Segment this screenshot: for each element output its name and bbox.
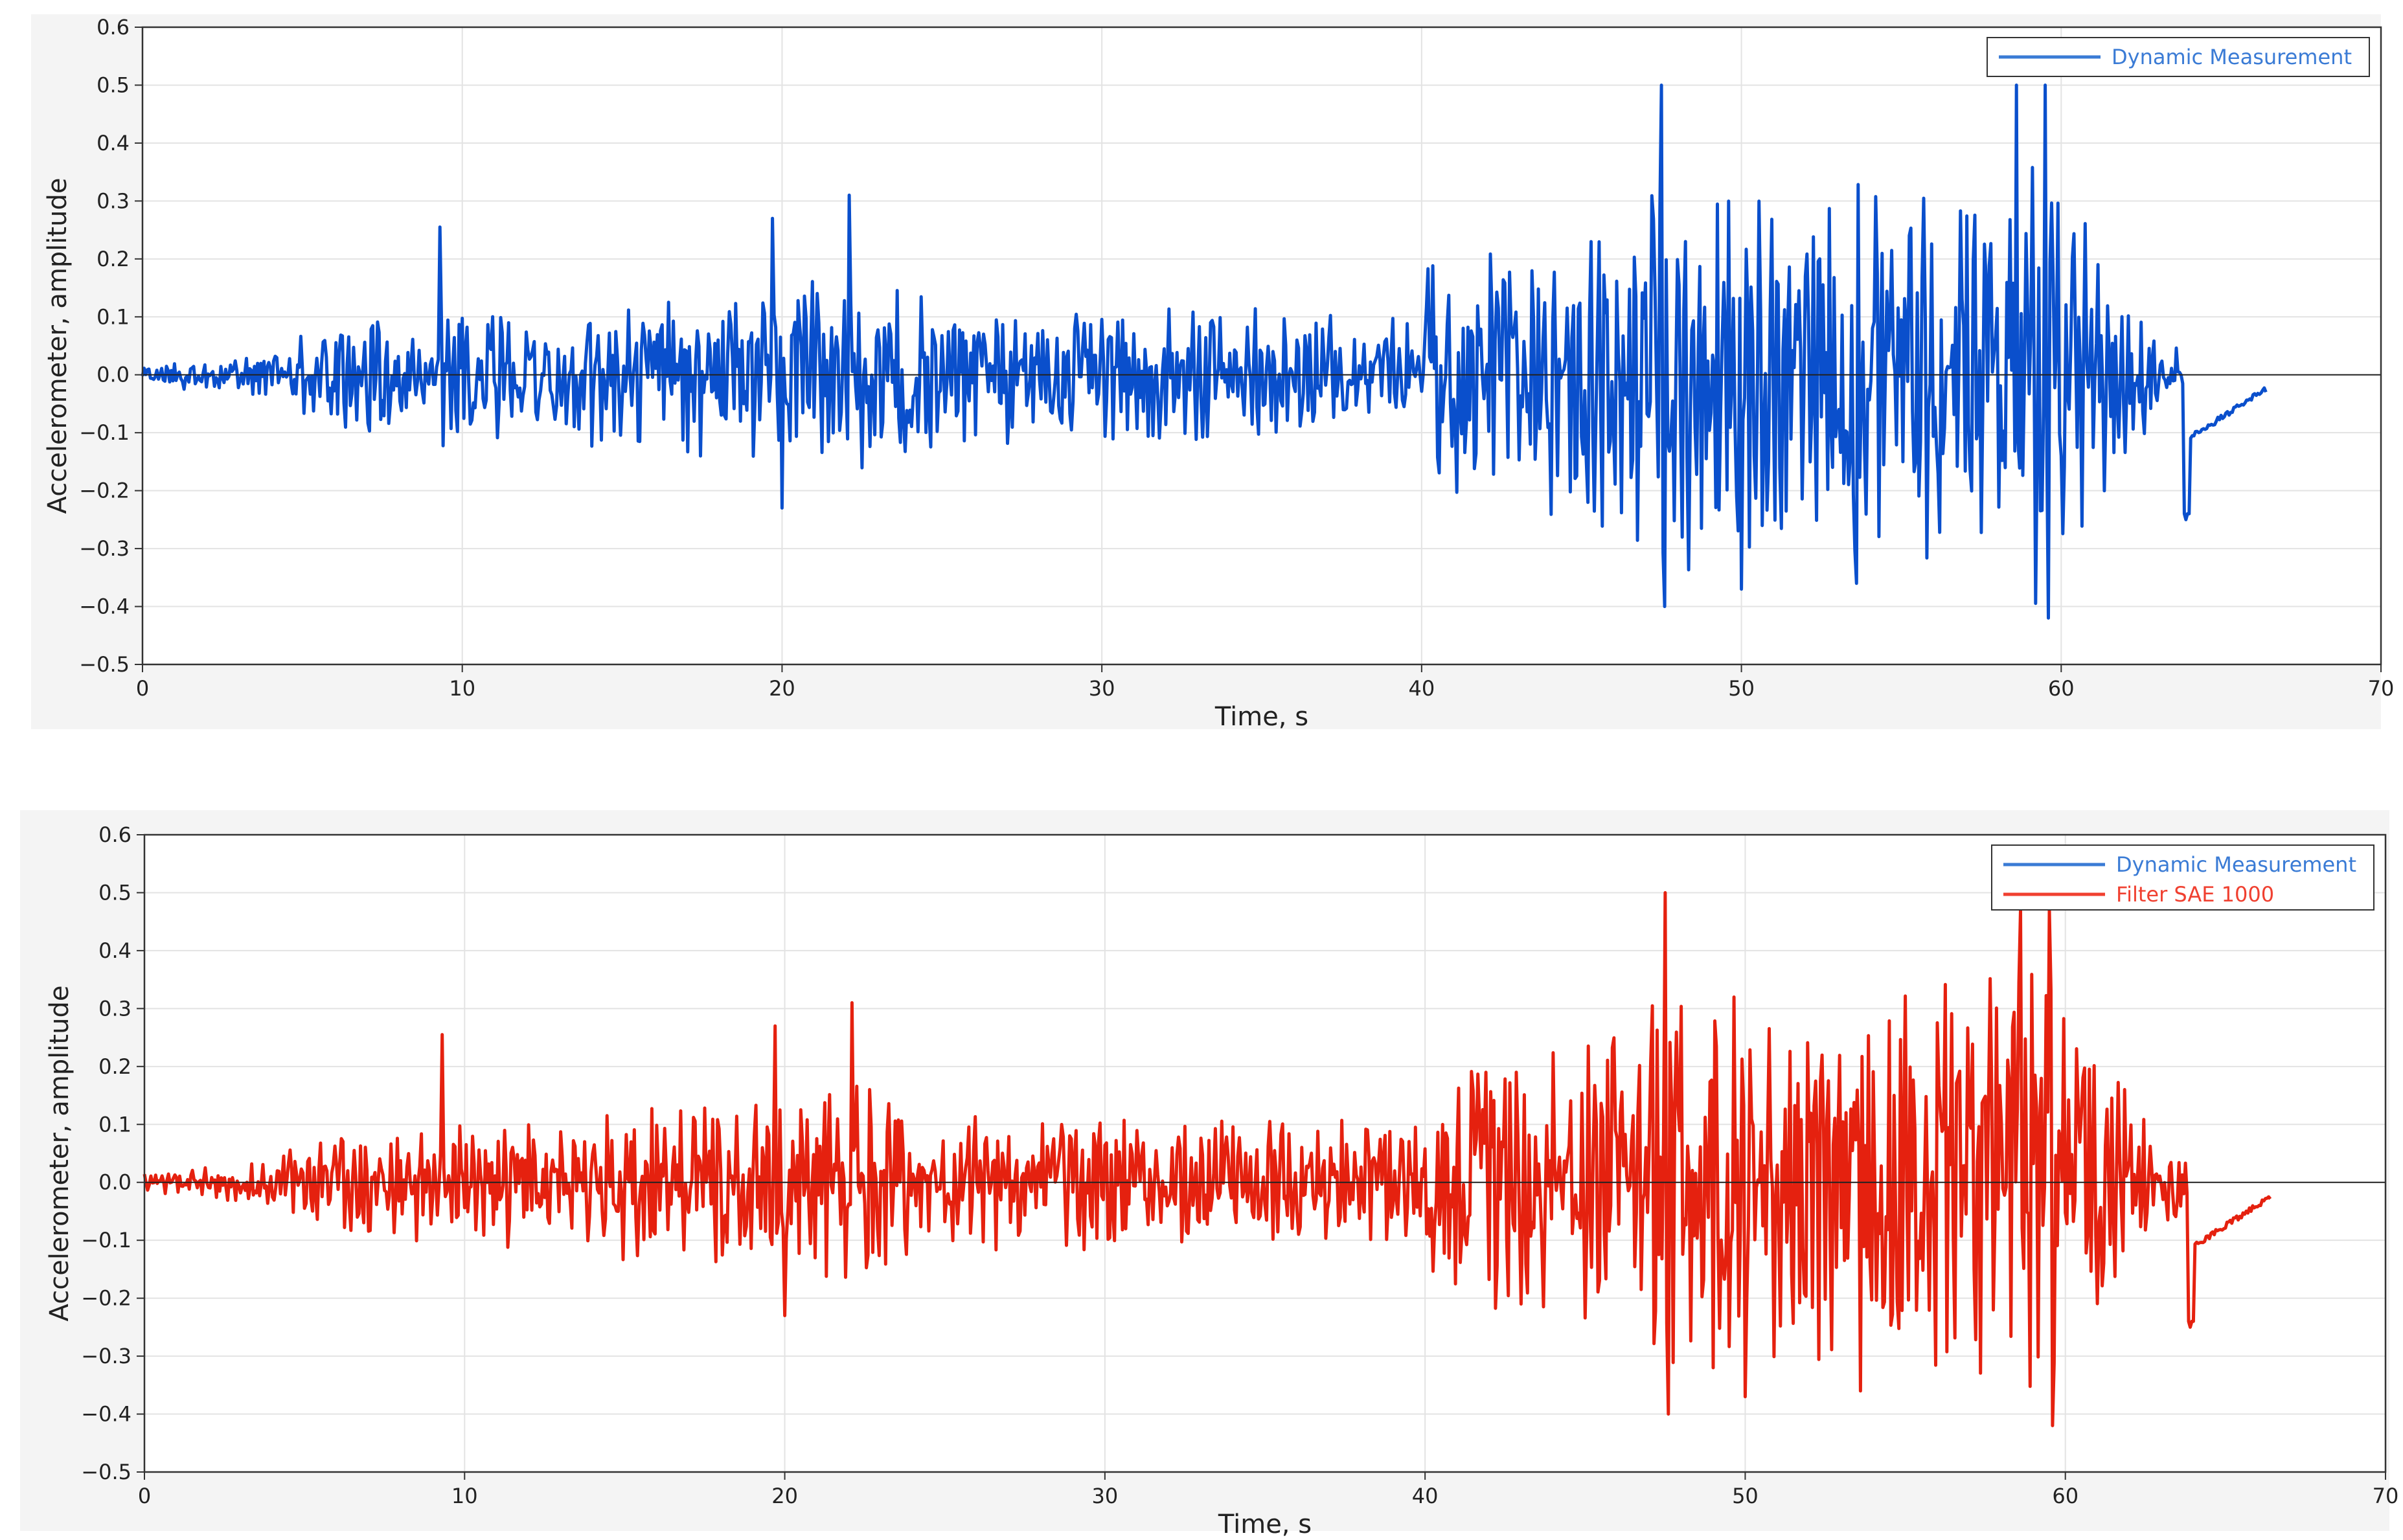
series-line-0 xyxy=(141,84,2268,620)
x-tick-label: 40 xyxy=(1412,1484,1439,1508)
x-tick-label: 0 xyxy=(138,1484,151,1508)
y-tick-label: 0.4 xyxy=(97,131,130,155)
legend-label: Dynamic Measurement xyxy=(2116,852,2356,877)
x-tick-label: 30 xyxy=(1091,1484,1118,1508)
y-tick-label: −0.3 xyxy=(79,536,130,561)
y-tick-label: −0.5 xyxy=(81,1460,131,1484)
x-tick-label: 70 xyxy=(2368,676,2395,701)
y-tick-label: 0.0 xyxy=(97,363,130,387)
x-tick-label: 40 xyxy=(1408,676,1435,701)
y-tick-label: 0.2 xyxy=(98,1054,131,1079)
x-tick-label: 60 xyxy=(2052,1484,2078,1508)
y-tick-label: 0.3 xyxy=(98,996,131,1021)
x-tick-label: 30 xyxy=(1089,676,1115,701)
y-tick-label: 0.1 xyxy=(97,304,130,329)
legend: Dynamic Measurement Filter SAE 1000 xyxy=(1991,844,2375,911)
y-tick-label: 0.3 xyxy=(97,188,130,213)
y-tick-label: −0.2 xyxy=(81,1286,131,1311)
legend-label: Dynamic Measurement xyxy=(2112,45,2352,69)
y-tick-label: −0.3 xyxy=(81,1344,131,1368)
y-tick-label: 0.4 xyxy=(98,938,131,963)
x-tick-label: 20 xyxy=(769,676,795,701)
series-line-1 xyxy=(142,891,2272,1427)
chart-panel-filtered: 0 10 20 30 40 50 60 70 0.6 0.5 0.4 0.3 0.2 0.1 0.0 −0.1… xyxy=(20,810,2398,1539)
x-tick-label: 10 xyxy=(449,676,475,701)
x-tick-label: 50 xyxy=(1732,1484,1759,1508)
y-tick-label: 0.0 xyxy=(98,1170,131,1195)
y-tick-label: 0.6 xyxy=(97,15,130,40)
plot-frame xyxy=(143,833,2387,1473)
chart-panel-dynamic: 0 10 20 30 40 50 60 70 0.6 0.5 0.4 0.3 0.2 0.1 0.0 −0.1… xyxy=(31,14,2394,732)
y-tick-label: −0.4 xyxy=(79,594,130,619)
y-axis-title: Accelerometer, amplitude xyxy=(43,178,73,514)
y-tick-label: 0.2 xyxy=(97,247,130,271)
plot-frame xyxy=(141,26,2382,666)
x-axis-title: Time, s xyxy=(1218,1510,1312,1539)
chart-dynamic-measurement: 0 10 20 30 40 50 60 70 0.6 0.5 0.4 0.3 0.2 0.1 0.0 −0.1… xyxy=(43,15,2394,732)
x-tick-label: 70 xyxy=(2373,1484,2399,1508)
x-tick-label: 60 xyxy=(2048,676,2075,701)
y-axis-title: Accelerometer, amplitude xyxy=(45,986,74,1322)
y-tick-label: −0.5 xyxy=(79,652,130,677)
x-tick-label: 0 xyxy=(136,676,149,701)
y-tick-label: 0.6 xyxy=(98,822,131,847)
y-tick-label: −0.2 xyxy=(79,479,130,503)
x-tick-label: 20 xyxy=(771,1484,798,1508)
x-tick-label: 50 xyxy=(1728,676,1755,701)
y-tick-label: −0.4 xyxy=(81,1402,131,1427)
y-tick-label: 0.5 xyxy=(98,880,131,905)
x-tick-label: 10 xyxy=(451,1484,478,1508)
chart-filter-sae-1000: 0 10 20 30 40 50 60 70 0.6 0.5 0.4 0.3 0.2 0.1 0.0 −0.1… xyxy=(45,822,2398,1539)
legend-label: Filter SAE 1000 xyxy=(2116,882,2274,907)
y-tick-label: −0.1 xyxy=(81,1228,131,1252)
x-axis-title: Time, s xyxy=(1214,702,1308,732)
y-tick-label: −0.1 xyxy=(79,420,130,445)
legend: Dynamic Measurement xyxy=(1987,37,2370,77)
y-tick-label: 0.1 xyxy=(98,1112,131,1137)
legend-box xyxy=(1991,844,2375,911)
y-tick-label: 0.5 xyxy=(97,73,130,97)
